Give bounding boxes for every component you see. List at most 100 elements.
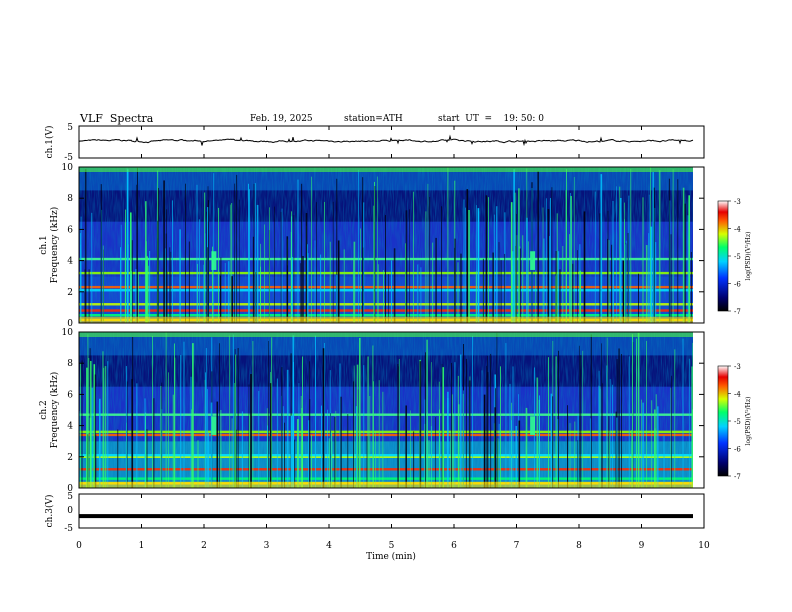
- spectrogram-sferic: [353, 241, 356, 323]
- spectrogram-sferic: [84, 169, 87, 323]
- spectrogram-sferic: [147, 265, 149, 323]
- spectrogram-sferic: [248, 183, 249, 323]
- spectrogram-sferic: [179, 229, 181, 323]
- spectrogram-sferic: [627, 232, 629, 323]
- spectrogram-sferic: [454, 247, 455, 323]
- spectrogram-sferic: [126, 381, 128, 488]
- spectrogram-sferic: [511, 420, 512, 488]
- spectrogram-sferic: [124, 222, 126, 323]
- spectrogram-sferic: [625, 243, 627, 323]
- colorbar-tick-label: -5: [734, 418, 741, 426]
- spectrogram-sferic: [293, 362, 294, 488]
- spectrogram-sferic: [642, 197, 644, 323]
- spectrogram-sferic: [254, 183, 256, 323]
- spectrogram-sferic: [483, 394, 486, 488]
- spectrogram-sferic: [425, 352, 426, 488]
- spectrogram-sferic: [220, 257, 222, 323]
- colorbar-tick-label: -4: [734, 226, 741, 234]
- time-tick-label: 1: [139, 541, 145, 551]
- spectrogram-sferic: [616, 417, 618, 488]
- spectrogram-floor: [79, 481, 693, 488]
- colorbar-tick-label: -3: [734, 363, 741, 371]
- spectrogram-sferic: [208, 200, 209, 323]
- spectrogram-sferic: [549, 236, 550, 323]
- spectrogram-sferic: [460, 354, 462, 488]
- spectrogram-sferic: [356, 364, 359, 488]
- spectrogram-sferic: [191, 409, 192, 488]
- spectrogram-ytick-label: 0: [67, 319, 73, 329]
- spectrogram-sferic: [488, 197, 489, 323]
- spectrogram-sferic: [282, 406, 284, 488]
- spectrogram-band-line: [79, 430, 693, 434]
- spectrogram-sferic: [80, 244, 82, 323]
- spectrogram-sferic: [210, 402, 213, 488]
- spectrogram-sferic: [207, 389, 208, 488]
- spectrogram-sferic: [457, 375, 459, 488]
- spectrogram-sferic: [526, 217, 528, 323]
- spectrogram-sferic: [231, 203, 233, 323]
- spectrogram-sferic: [600, 174, 603, 323]
- spectrogram-sferic: [441, 206, 442, 323]
- spectrogram-sferic: [183, 341, 185, 488]
- spectrogram-sferic: [654, 429, 656, 488]
- spectrogram-sferic: [307, 244, 308, 323]
- spectrogram-sferic: [130, 212, 132, 323]
- spectrogram-sferic: [218, 207, 219, 323]
- spectrogram-sferic: [441, 364, 443, 488]
- spectrogram-sferic: [509, 383, 511, 488]
- ch3-voltage-ytick: 5: [67, 492, 73, 502]
- spectrogram-sferic: [358, 170, 359, 323]
- spectrogram-sferic: [569, 423, 571, 488]
- spectrogram-sferic: [677, 179, 679, 323]
- spectrogram-sferic: [410, 410, 411, 488]
- spectrogram-sferic: [624, 202, 625, 323]
- spectrogram-sferic: [466, 189, 469, 323]
- spectrogram-sferic: [180, 355, 182, 488]
- spectrogram-band-line: [79, 454, 693, 457]
- spectrogram-sferic: [668, 178, 670, 323]
- spectrogram-sferic: [555, 275, 556, 323]
- spectrogram-sferic: [132, 337, 134, 488]
- ch2-colorbar: -3 -4 -5 -6 -7 log(PSD)(V²/Hz): [717, 363, 752, 481]
- spectrogram-sferic: [621, 354, 622, 488]
- spectrogram-sferic: [670, 234, 672, 323]
- spectrogram-ytick-label: 2: [67, 288, 73, 298]
- spectrogram-sferic: [327, 409, 328, 488]
- spectrogram-sferic: [663, 435, 665, 488]
- spectrogram-sferic: [161, 382, 163, 488]
- spectrogram-sferic: [204, 192, 206, 323]
- spectrogram-sferic: [516, 213, 517, 323]
- spectrogram-sferic: [515, 425, 518, 488]
- ch1-colorbar: -3 -4 -5 -6 -7 log(PSD)(V²/Hz): [717, 198, 752, 316]
- spectrogram-sferic: [669, 200, 671, 323]
- ch1-voltage-ytick: 5: [67, 123, 73, 133]
- spectrogram-sferic: [435, 237, 437, 323]
- spectrogram-transient: [530, 416, 536, 435]
- spectrogram-sferic: [253, 183, 255, 323]
- spectrogram-sferic: [539, 395, 540, 488]
- spectrogram-sferic: [607, 210, 609, 323]
- spectrogram-sferic: [102, 245, 104, 323]
- spectrogram-sferic: [86, 367, 88, 488]
- spectrogram-sferic: [280, 211, 282, 323]
- spectrogram-sferic: [250, 374, 252, 488]
- spectrogram-sferic: [608, 431, 610, 488]
- ch2-spectrogram-panel: 0 2 4 6 8 10 ch.2 Frequency (kHz): [39, 328, 705, 494]
- time-tick-label: 8: [576, 541, 582, 551]
- spectrogram-sferic: [606, 337, 608, 488]
- spectrogram-sferic: [369, 396, 371, 488]
- spectrogram-sferic: [131, 240, 133, 323]
- time-tick-label: 0: [76, 541, 82, 551]
- spectrogram-band-line: [79, 314, 693, 317]
- spectrogram-sferic: [616, 186, 617, 323]
- spectrogram-sferic: [630, 168, 632, 323]
- spectrogram-sferic: [104, 366, 107, 488]
- spectrogram-sferic: [435, 417, 436, 488]
- spectrogram-sferic: [336, 274, 338, 323]
- spectrogram-sferic: [229, 335, 231, 488]
- spectrogram-sferic: [373, 381, 374, 488]
- spectrogram-sferic: [87, 434, 89, 488]
- ch2-spectrogram-frame: [78, 331, 705, 489]
- spectrogram-sferic: [231, 418, 233, 488]
